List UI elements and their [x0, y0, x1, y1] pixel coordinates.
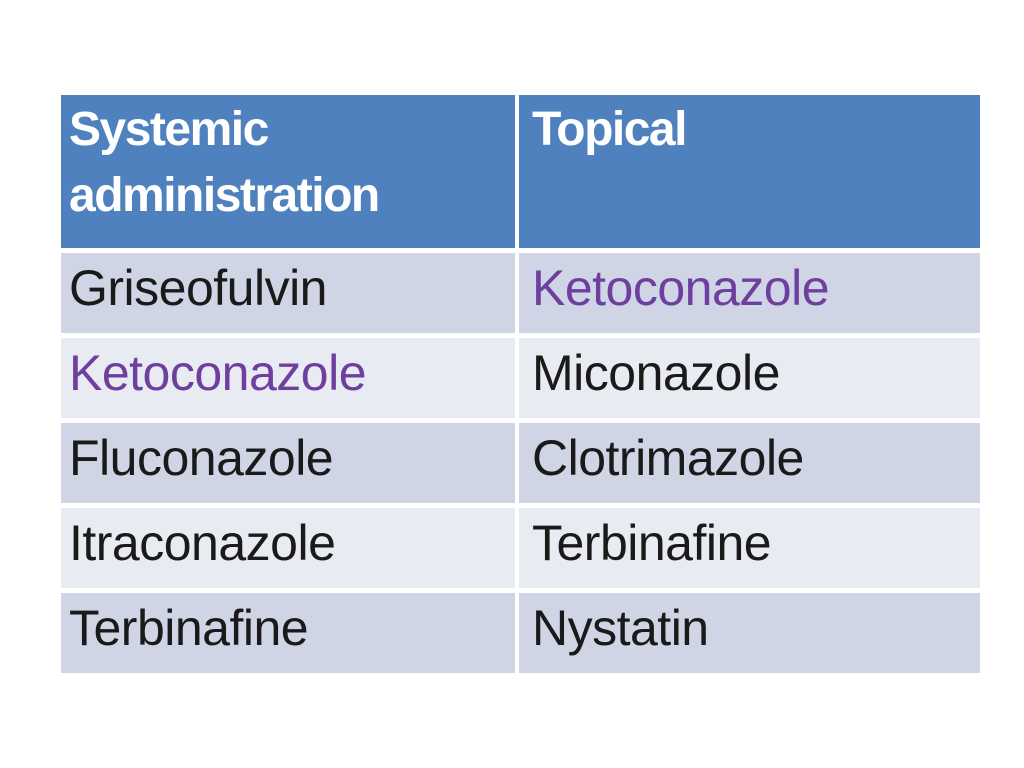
drug-name-text: Fluconazole: [69, 430, 334, 486]
drug-cell: Clotrimazole: [519, 423, 980, 503]
antifungal-drugs-table: Systemic administration Topical Griseofu…: [61, 95, 980, 673]
drug-name-text: Miconazole: [532, 345, 780, 401]
drug-cell: Itraconazole: [61, 508, 515, 588]
drug-cell: Fluconazole: [61, 423, 515, 503]
drug-cell: Nystatin: [519, 593, 980, 673]
drug-name-text: Griseofulvin: [69, 260, 328, 316]
column-header-topical: Topical: [519, 95, 980, 248]
drug-cell: Ketoconazole: [61, 338, 515, 418]
drug-cell: Miconazole: [519, 338, 980, 418]
drug-name-text: Ketoconazole: [532, 260, 830, 316]
drug-name-text: Terbinafine: [532, 515, 772, 571]
column-header-systemic: Systemic administration: [61, 95, 515, 248]
drug-cell: Terbinafine: [519, 508, 980, 588]
drug-name-text: Terbinafine: [69, 600, 309, 656]
drug-cell: Griseofulvin: [61, 253, 515, 333]
drug-name-text: Clotrimazole: [532, 430, 804, 486]
drug-cell: Ketoconazole: [519, 253, 980, 333]
column-header-topical-label: Topical: [532, 103, 687, 156]
drug-name-text: Ketoconazole: [69, 345, 367, 401]
drug-name-text: Itraconazole: [69, 515, 336, 571]
column-header-systemic-label: Systemic administration: [69, 103, 380, 222]
drug-cell: Terbinafine: [61, 593, 515, 673]
drug-name-text: Nystatin: [532, 600, 709, 656]
